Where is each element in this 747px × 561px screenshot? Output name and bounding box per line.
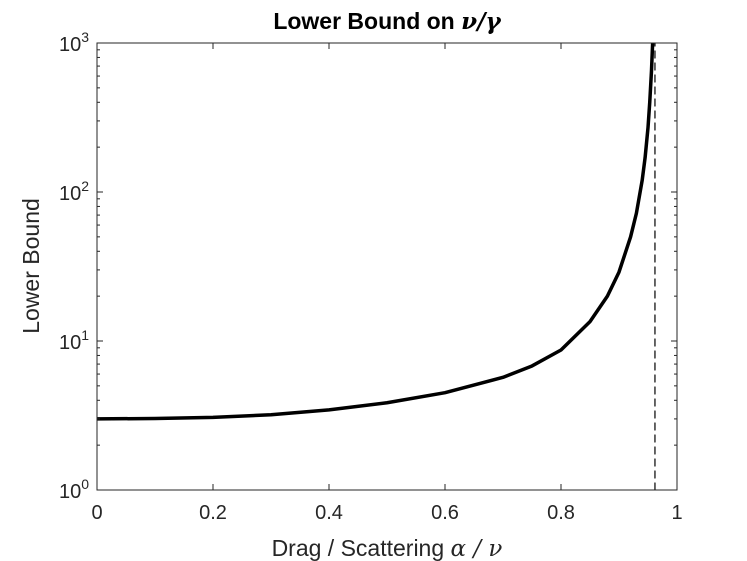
y-tick-label: 102 xyxy=(59,178,89,205)
chart-title-math: ν/γ xyxy=(461,8,502,35)
x-axis: 0 0.2 0.4 0.6 0.8 1 xyxy=(91,43,683,524)
x-tick-label: 0.2 xyxy=(199,502,227,524)
chart-title-text: Lower Bound on xyxy=(273,8,461,34)
series-line xyxy=(97,43,655,421)
chart-title: Lower Bound on ν/γ xyxy=(273,8,502,35)
x-axis-label: Drag / Scattering α / ν xyxy=(272,535,503,561)
y-tick-label: 101 xyxy=(59,327,89,354)
y-axis: 100 101 102 103 xyxy=(59,29,677,503)
x-tick-label: 0.8 xyxy=(547,502,575,524)
plot-area xyxy=(97,43,656,490)
x-axis-label-text: Drag / Scattering xyxy=(272,535,451,561)
x-tick-label: 1 xyxy=(671,502,682,524)
y-axis-label: Lower Bound xyxy=(18,198,44,334)
x-axis-label-math: α / ν xyxy=(451,536,503,561)
y-tick-label: 103 xyxy=(59,29,89,56)
x-tick-label: 0.4 xyxy=(315,502,343,524)
x-tick-label: 0 xyxy=(91,502,102,524)
axes-box xyxy=(96,42,678,491)
x-tick-label: 0.6 xyxy=(431,502,459,524)
y-tick-label: 100 xyxy=(59,476,89,503)
